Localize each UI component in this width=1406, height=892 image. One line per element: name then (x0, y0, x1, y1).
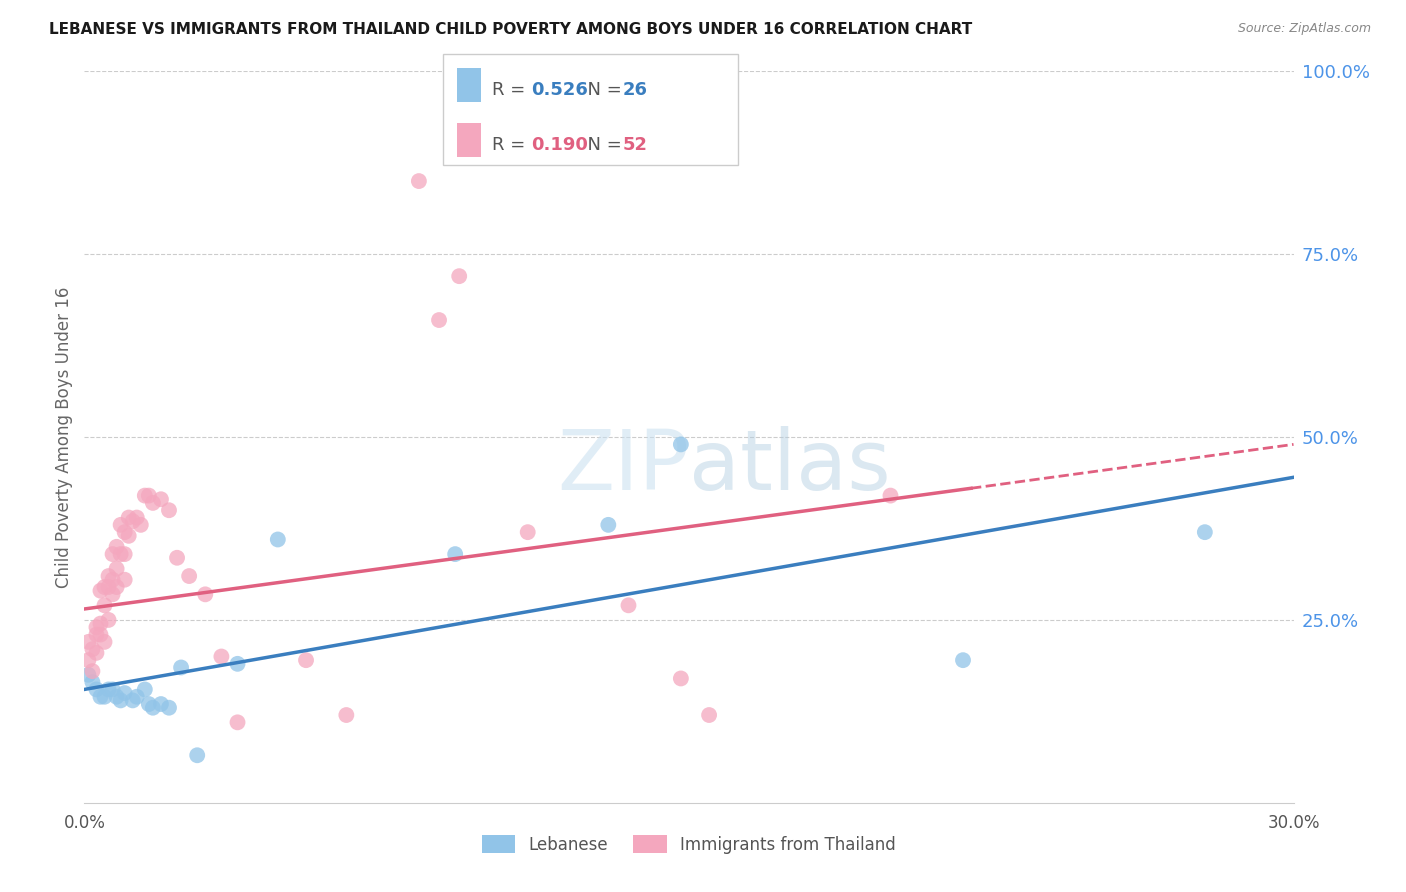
Point (209, 649, 232, 664)
Point (97, 580, 120, 594)
Point (105, 540, 128, 554)
Point (114, 525, 136, 540)
Point (226, 657, 249, 671)
Point (879, 489, 901, 503)
Point (697, 708, 720, 723)
Point (516, 525, 538, 540)
Point (89, 583, 111, 598)
Point (125, 510, 148, 524)
Point (101, 547, 124, 561)
Point (134, 682, 156, 697)
Text: N =: N = (576, 136, 628, 154)
Point (89, 627, 111, 641)
Point (129, 517, 152, 532)
Point (121, 693, 143, 707)
Point (82, 642, 104, 657)
Point (149, 492, 172, 507)
Point (142, 700, 165, 714)
Text: 52: 52 (623, 136, 648, 154)
Point (617, 599, 640, 613)
Point (134, 489, 156, 503)
Text: LEBANESE VS IMMIGRANTS FROM THAILAND CHILD POVERTY AMONG BOYS UNDER 16 CORRELATI: LEBANESE VS IMMIGRANTS FROM THAILAND CHI… (49, 22, 973, 37)
Point (444, 547, 467, 561)
Text: atlas: atlas (689, 425, 890, 507)
Point (110, 517, 132, 532)
Y-axis label: Child Poverty Among Boys Under 16: Child Poverty Among Boys Under 16 (55, 286, 73, 588)
Point (449, 269, 471, 284)
Point (114, 686, 136, 700)
Point (105, 690, 128, 704)
Point (166, 550, 188, 565)
Point (105, 562, 128, 576)
Point (335, 708, 357, 723)
Point (86, 646, 108, 660)
Point (952, 653, 974, 667)
Text: N =: N = (576, 81, 628, 99)
Point (110, 547, 132, 561)
Point (295, 653, 318, 667)
Point (142, 496, 165, 510)
Point (89, 690, 111, 704)
Point (101, 682, 124, 697)
Point (226, 715, 249, 730)
Point (93, 580, 115, 594)
Text: 0.190: 0.190 (531, 136, 588, 154)
Point (149, 697, 172, 711)
Point (427, 313, 450, 327)
Point (125, 690, 148, 704)
Point (118, 510, 141, 524)
Point (179, 569, 201, 583)
Point (101, 573, 124, 587)
Point (669, 672, 692, 686)
Text: Source: ZipAtlas.com: Source: ZipAtlas.com (1237, 22, 1371, 36)
Legend: Lebanese, Immigrants from Thailand: Lebanese, Immigrants from Thailand (475, 829, 903, 860)
Point (82, 675, 104, 690)
Point (93, 690, 115, 704)
Point (86, 682, 108, 697)
Point (114, 547, 136, 561)
Point (77, 653, 100, 667)
Point (157, 700, 180, 714)
Point (598, 517, 620, 532)
Point (82, 664, 104, 678)
Point (114, 573, 136, 587)
Text: R =: R = (492, 81, 531, 99)
Point (86, 620, 108, 634)
Text: 0.526: 0.526 (531, 81, 588, 99)
Point (138, 697, 160, 711)
Point (93, 599, 115, 613)
Text: 26: 26 (623, 81, 648, 99)
Point (121, 514, 143, 528)
Point (157, 503, 180, 517)
Point (186, 748, 208, 763)
Point (97, 682, 120, 697)
Point (408, 174, 430, 188)
Point (267, 533, 290, 547)
Point (101, 587, 124, 601)
Text: ZIP: ZIP (557, 425, 689, 507)
Point (138, 489, 160, 503)
Point (170, 660, 193, 674)
Point (89, 616, 111, 631)
Point (93, 635, 115, 649)
Point (97, 613, 120, 627)
Point (110, 693, 132, 707)
Point (105, 580, 128, 594)
Point (77, 635, 100, 649)
Point (194, 587, 217, 601)
Point (77, 667, 100, 681)
Point (669, 437, 692, 451)
Point (118, 529, 141, 543)
Point (1194, 525, 1216, 540)
Text: R =: R = (492, 136, 531, 154)
Point (86, 627, 108, 641)
Point (97, 569, 120, 583)
